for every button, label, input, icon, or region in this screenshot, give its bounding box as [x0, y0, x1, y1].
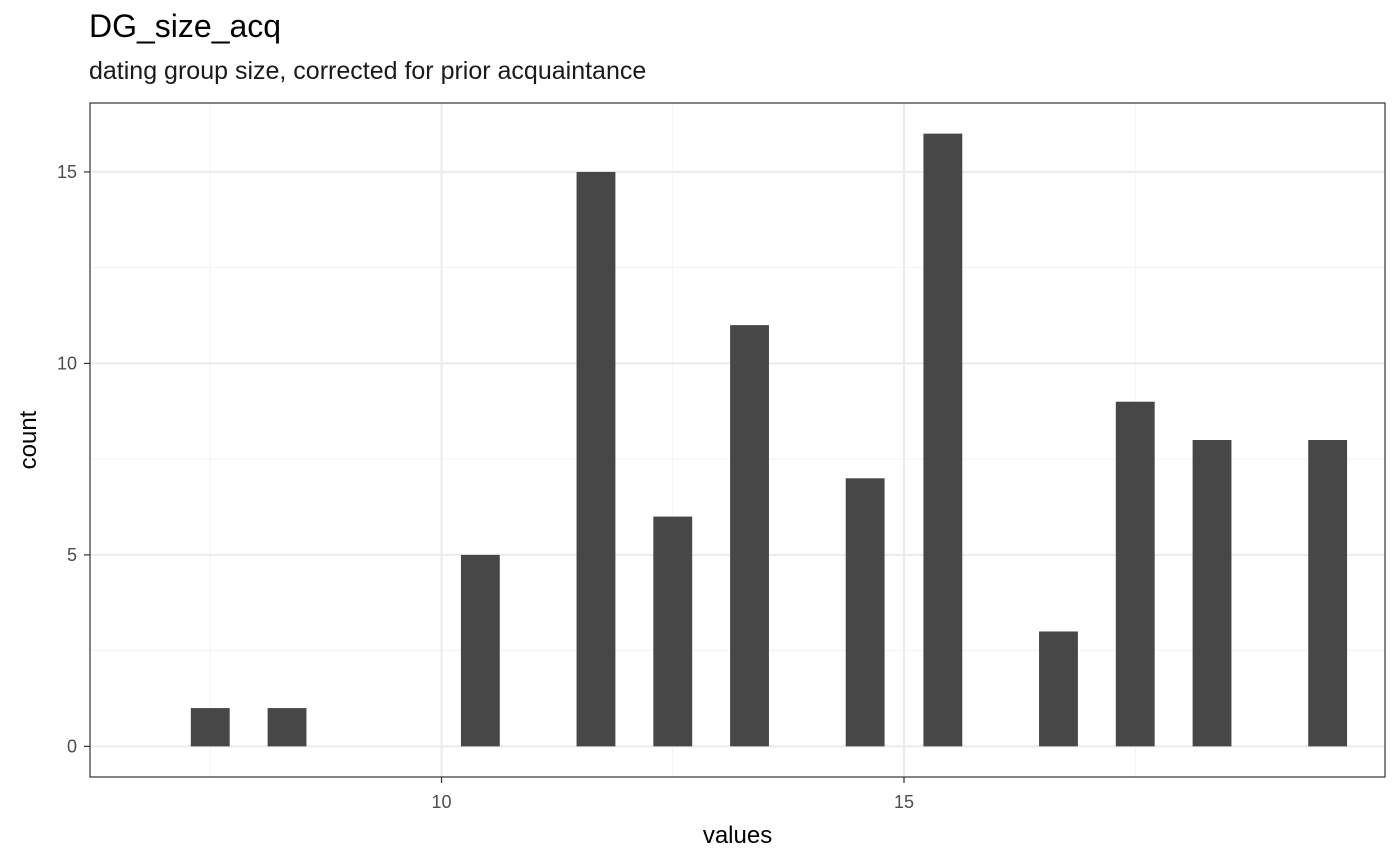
bar [653, 516, 693, 747]
bar [576, 171, 616, 747]
bar [267, 708, 307, 747]
x-tick-label: 10 [431, 792, 451, 812]
bar [923, 133, 963, 747]
bars-layer [190, 133, 1348, 747]
bar [190, 708, 230, 747]
bar [730, 325, 769, 747]
y-tick-label: 10 [57, 353, 77, 373]
bar [1308, 440, 1348, 747]
bar [460, 554, 500, 747]
bar [1115, 401, 1155, 747]
bar [845, 478, 885, 747]
chart-title: DG_size_acq [89, 8, 282, 44]
panel-border [89, 102, 1386, 778]
y-axis-title: count [15, 410, 42, 469]
x-tick-label: 15 [894, 792, 914, 812]
y-tick-label: 0 [67, 736, 77, 756]
y-tick-label: 5 [67, 545, 77, 565]
chart-subtitle: dating group size, corrected for prior a… [89, 57, 647, 85]
x-axis-title: values [703, 822, 772, 849]
bar [1192, 440, 1232, 747]
ticks-layer: 0 5 10 15 10 15 [57, 162, 914, 812]
bar [1039, 631, 1078, 747]
y-tick-label: 15 [57, 162, 77, 182]
